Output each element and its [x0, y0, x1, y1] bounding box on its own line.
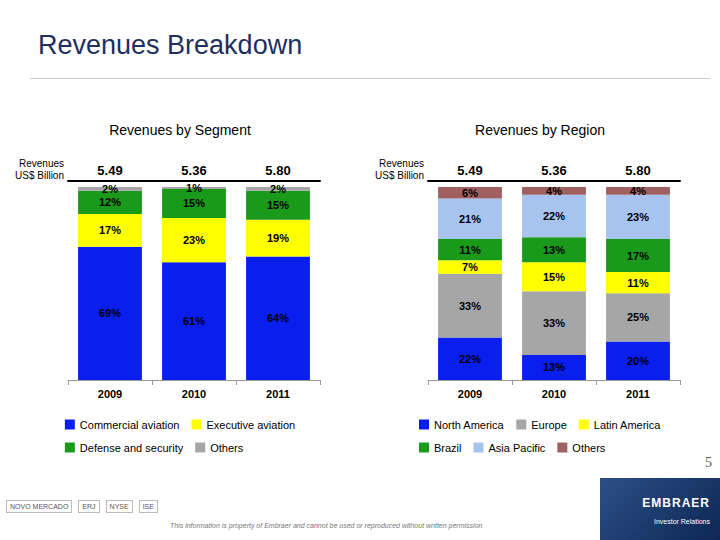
html-text:ISE: ISE [142, 503, 154, 510]
svg-text:19%: 19% [267, 232, 289, 244]
html-text:ERJ: ERJ [82, 503, 96, 510]
svg-text:Latin America: Latin America [594, 419, 662, 431]
svg-text:23%: 23% [183, 234, 205, 246]
svg-text:2%: 2% [102, 183, 118, 195]
svg-text:20%: 20% [627, 355, 649, 367]
svg-text:Revenues by Segment: Revenues by Segment [109, 122, 251, 138]
svg-text:Europe: Europe [531, 419, 566, 431]
svg-text:2010: 2010 [182, 388, 206, 400]
svg-text:23%: 23% [627, 211, 649, 223]
svg-text:7%: 7% [462, 261, 478, 273]
svg-text:11%: 11% [627, 277, 649, 289]
svg-text:4%: 4% [630, 185, 646, 197]
svg-text:2010: 2010 [542, 388, 566, 400]
svg-text:15%: 15% [543, 271, 565, 283]
svg-text:17%: 17% [99, 224, 121, 236]
svg-text:1%: 1% [186, 182, 202, 194]
svg-text:2009: 2009 [98, 388, 122, 400]
svg-text:US$ Billion: US$ Billion [15, 170, 64, 181]
svg-text:Others: Others [210, 442, 244, 454]
svg-text:North America: North America [434, 419, 505, 431]
svg-text:Defense and security: Defense and security [80, 442, 184, 454]
svg-text:5.49: 5.49 [97, 163, 122, 178]
svg-text:12%: 12% [99, 196, 121, 208]
svg-text:13%: 13% [543, 361, 565, 373]
svg-text:US$ Billion: US$ Billion [375, 170, 424, 181]
html-text:NOVO MERCADO: NOVO MERCADO [10, 503, 69, 510]
svg-text:21%: 21% [459, 213, 481, 225]
html-text:NYSE: NYSE [109, 503, 129, 510]
svg-text:22%: 22% [459, 353, 481, 365]
svg-text:11%: 11% [459, 244, 481, 256]
svg-text:Revenues by Region: Revenues by Region [475, 122, 605, 138]
svg-text:22%: 22% [543, 210, 565, 222]
svg-text:15%: 15% [267, 199, 289, 211]
html-text:This information is property o: This information is property of Embraer … [170, 522, 483, 529]
svg-text:5.49: 5.49 [457, 163, 482, 178]
svg-text:6%: 6% [462, 187, 478, 199]
svg-text:33%: 33% [543, 317, 565, 329]
svg-text:4%: 4% [546, 185, 562, 197]
svg-text:Others: Others [572, 442, 606, 454]
html-text:EMBRAER: EMBRAER [642, 496, 710, 510]
svg-text:5.36: 5.36 [541, 163, 566, 178]
svg-text:64%: 64% [267, 312, 289, 324]
svg-text:2009: 2009 [458, 388, 482, 400]
html-text:Investor Relations: Investor Relations [654, 518, 710, 525]
svg-text:33%: 33% [459, 300, 481, 312]
svg-text:25%: 25% [627, 311, 649, 323]
svg-text:Revenues: Revenues [379, 158, 424, 169]
html-text:5: 5 [705, 455, 712, 470]
svg-text:2011: 2011 [626, 388, 650, 400]
svg-text:61%: 61% [183, 315, 205, 327]
svg-text:69%: 69% [99, 307, 121, 319]
svg-text:5.36: 5.36 [181, 163, 206, 178]
svg-text:Brazil: Brazil [434, 442, 462, 454]
svg-text:15%: 15% [183, 197, 205, 209]
svg-text:Asia Pacific: Asia Pacific [488, 442, 545, 454]
svg-text:Executive aviation: Executive aviation [206, 419, 295, 431]
svg-text:2011: 2011 [266, 388, 290, 400]
svg-text:13%: 13% [543, 244, 565, 256]
svg-text:5.80: 5.80 [265, 163, 290, 178]
html-text:Revenues Breakdown: Revenues Breakdown [38, 30, 303, 60]
svg-text:17%: 17% [627, 250, 649, 262]
svg-text:Commercial aviation: Commercial aviation [80, 419, 180, 431]
svg-text:2%: 2% [270, 183, 286, 195]
svg-text:5.80: 5.80 [625, 163, 650, 178]
svg-text:Revenues: Revenues [19, 158, 64, 169]
